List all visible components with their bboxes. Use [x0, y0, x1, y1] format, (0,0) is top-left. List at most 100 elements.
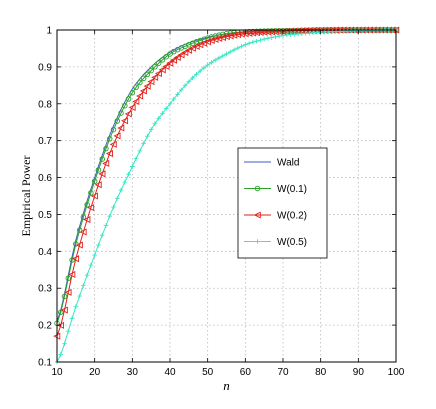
circle-marker	[152, 64, 158, 70]
legend-entry: Wald	[244, 158, 299, 169]
y-tick-label: 0.5	[38, 210, 52, 221]
triangle-marker	[117, 124, 125, 132]
legend-label: W(0.1)	[277, 184, 307, 195]
circle-marker	[155, 60, 162, 66]
plus-marker	[205, 62, 210, 68]
plus-marker	[276, 33, 282, 39]
series-line	[56, 29, 396, 322]
triangle-marker	[245, 29, 253, 37]
plus-marker	[179, 87, 184, 93]
triangle-marker	[264, 28, 272, 36]
plus-marker	[273, 34, 278, 40]
series-layer	[53, 26, 400, 365]
triangle-marker	[102, 159, 110, 167]
triangle-marker	[72, 255, 80, 263]
plus-marker	[62, 341, 67, 346]
y-tick-label: 0.2	[38, 321, 52, 332]
circle-marker	[254, 185, 261, 192]
legend-label: W(0.2)	[277, 211, 307, 222]
triangle-marker	[158, 66, 166, 74]
series-line	[56, 29, 396, 324]
plus-marker	[231, 47, 237, 53]
plus-marker	[265, 36, 271, 41]
triangle-marker	[75, 241, 83, 249]
circle-marker	[76, 227, 83, 233]
circle-marker	[99, 156, 105, 162]
y-tick-label: 0.1	[38, 358, 52, 369]
plus-marker	[197, 68, 203, 74]
circle-marker	[129, 89, 136, 96]
triangle-marker	[181, 48, 189, 57]
plus-marker	[99, 232, 105, 238]
plus-marker	[250, 39, 256, 45]
plus-marker	[261, 36, 267, 42]
plot-frame	[56, 29, 397, 363]
plus-marker	[182, 83, 188, 88]
plus-marker	[171, 96, 177, 102]
circle-marker	[69, 257, 75, 263]
plus-marker	[73, 304, 79, 309]
plus-marker	[156, 115, 161, 121]
circle-marker	[84, 201, 90, 208]
x-tick-label: 20	[89, 367, 101, 378]
legend-label: Wald	[277, 158, 299, 169]
plus-marker	[141, 141, 146, 146]
x-tick-label: 10	[51, 367, 63, 378]
plus-marker	[122, 179, 128, 185]
plus-marker	[133, 156, 139, 161]
circle-marker	[110, 126, 117, 133]
triangle-marker	[87, 204, 95, 212]
circle-marker	[219, 31, 226, 38]
plus-marker	[66, 328, 71, 334]
triangle-marker	[60, 306, 68, 314]
series-line	[56, 29, 397, 363]
circle-marker	[144, 71, 151, 78]
triangle-marker	[147, 78, 155, 86]
plus-marker	[175, 92, 180, 97]
triangle-marker	[113, 132, 121, 140]
plus-marker	[69, 316, 75, 321]
y-tick-label: 1	[46, 26, 52, 37]
plus-marker	[246, 41, 252, 46]
plus-marker	[235, 45, 241, 51]
circle-marker	[58, 309, 64, 315]
triangle-marker	[128, 103, 136, 111]
triangle-marker	[56, 321, 65, 329]
plus-marker	[224, 51, 229, 57]
plus-marker	[111, 204, 116, 210]
triangle-marker	[260, 28, 268, 36]
plus-marker	[107, 213, 113, 219]
plus-marker	[163, 106, 169, 111]
plus-marker	[167, 101, 173, 107]
series-w-0-2	[53, 26, 400, 340]
plus-marker	[126, 171, 131, 177]
triangle-marker	[177, 51, 185, 59]
triangle-marker	[79, 228, 87, 236]
plus-marker	[190, 75, 195, 81]
triangle-marker	[68, 270, 76, 279]
triangle-marker	[90, 192, 98, 200]
circle-marker	[148, 67, 154, 74]
plus-marker	[227, 49, 233, 55]
plus-marker	[201, 65, 207, 71]
plus-marker	[148, 127, 154, 132]
circle-marker	[137, 79, 143, 86]
triangle-marker	[169, 56, 178, 64]
plus-marker	[194, 72, 199, 77]
circle-marker	[103, 145, 109, 152]
plus-marker	[92, 252, 97, 258]
triangle-marker	[139, 87, 147, 95]
plus-marker	[209, 60, 214, 65]
circle-marker	[159, 57, 166, 63]
triangle-marker	[143, 82, 151, 90]
triangle-marker	[132, 97, 140, 106]
series-line	[56, 29, 396, 337]
tick-labels: 10 20 30 40 50 60 70 80 90 100 0.1 0.2 0.3 0.4 0.5 0.6 0…	[38, 26, 405, 379]
plus-marker	[84, 272, 90, 278]
circle-marker	[65, 275, 72, 282]
circle-marker	[106, 136, 113, 142]
triangle-marker	[83, 216, 91, 224]
x-tick-label: 100	[388, 367, 405, 378]
circle-marker	[140, 75, 147, 82]
